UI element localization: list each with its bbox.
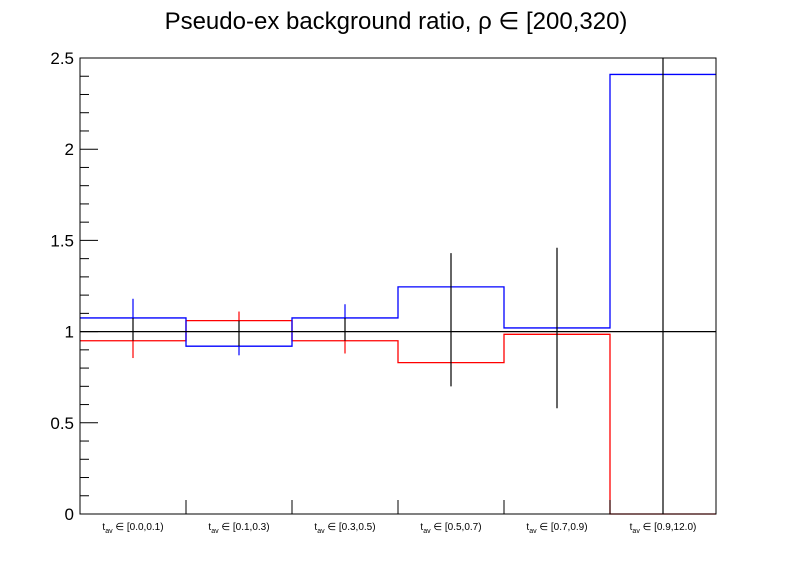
x-tick-label: tav ∈ [0.7,0.9) <box>526 522 587 535</box>
series-blue-line <box>80 73 716 347</box>
y-tick-label: 0 <box>65 505 74 524</box>
x-tick-label: tav ∈ [0.9,12.0) <box>630 522 697 535</box>
x-tick-label: tav ∈ [0.5,0.7) <box>420 522 481 535</box>
y-tick-label: 1 <box>65 323 74 342</box>
y-tick-label: 2 <box>65 140 74 159</box>
x-tick-label: tav ∈ [0.3,0.5) <box>314 522 375 535</box>
x-tick-label: tav ∈ [0.0,0.1) <box>102 522 163 535</box>
y-tick-label: 0.5 <box>50 414 74 433</box>
y-tick-label: 1.5 <box>50 231 74 250</box>
series-red-line <box>80 320 716 515</box>
chart-title: Pseudo-ex background ratio, ρ ∈ [200,320… <box>165 8 628 35</box>
x-tick-label: tav ∈ [0.1,0.3) <box>208 522 269 535</box>
y-tick-label: 2.5 <box>50 49 74 68</box>
plot-frame <box>79 57 717 515</box>
